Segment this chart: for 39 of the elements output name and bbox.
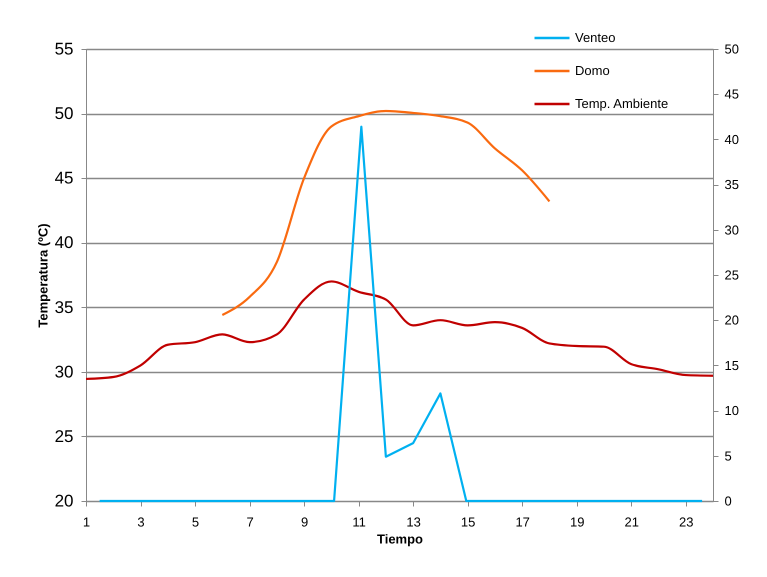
x-tick-label: 3 <box>137 514 145 530</box>
x-tick-label: 9 <box>300 514 308 530</box>
y-tick-label: 50 <box>54 104 74 124</box>
legend-label: Domo <box>575 63 610 78</box>
y2-tick-label: 25 <box>724 268 739 282</box>
x-tick-label: 1 <box>82 514 90 530</box>
line-series <box>98 126 704 502</box>
y-tick-label: 20 <box>54 492 74 510</box>
y2-tick-label: 35 <box>724 177 739 192</box>
y2-tick-label: 45 <box>724 86 739 102</box>
y2-tick-label: 30 <box>724 222 739 238</box>
y2-tick-label: 40 <box>724 132 739 147</box>
y2-tick-label: 0 <box>724 494 732 508</box>
line-series <box>84 280 714 380</box>
y-tick-label: 40 <box>54 233 74 252</box>
x-tick-label: 19 <box>570 514 584 530</box>
legend-label: Venteo <box>575 30 616 45</box>
x-tick-label: 11 <box>352 514 366 530</box>
x-tick-label: 7 <box>246 514 254 530</box>
x-axis-title: Tiempo <box>377 532 424 546</box>
y2-tick-label: 20 <box>724 312 739 328</box>
line-series <box>221 110 551 316</box>
x-tick-label: 5 <box>192 514 200 530</box>
y2-tick-label: 15 <box>724 358 739 373</box>
x-tick-label: 13 <box>406 514 421 530</box>
y-tick-label: 55 <box>54 40 74 58</box>
x-tick-label: 17 <box>515 514 530 530</box>
y2-tick-label: 10 <box>724 403 739 418</box>
y2-tick-label: 5 <box>724 448 732 464</box>
y-tick-label: 30 <box>54 362 74 382</box>
legend-label: Temp. Ambiente <box>575 96 668 111</box>
x-tick-label: 21 <box>624 514 639 530</box>
x-tick-label: 15 <box>460 514 476 530</box>
y-tick-label: 25 <box>54 426 74 446</box>
y-tick-label: 35 <box>54 298 74 317</box>
y2-tick-label: 50 <box>724 42 739 56</box>
x-tick-label: 23 <box>679 514 694 530</box>
y-tick-label: 45 <box>54 168 74 188</box>
y-axis-title: Temperatura (ºC) <box>36 223 51 328</box>
